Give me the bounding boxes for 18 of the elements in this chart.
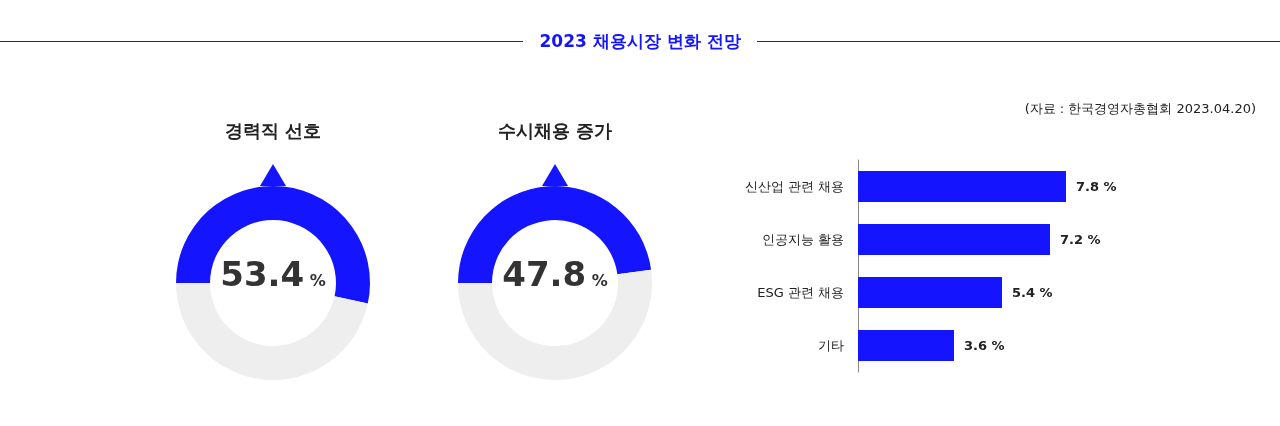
text: (자료 : 한국경영자총협회 2023.04.20) (1024, 100, 1256, 118)
bar (858, 330, 954, 361)
y-tick-label: 신산업 관련 채용 (744, 179, 844, 194)
data-label: 7.2 % (1060, 232, 1101, 247)
bar (858, 171, 1066, 202)
y-tick-label: ESG 관련 채용 (757, 285, 844, 300)
bar (858, 224, 1050, 255)
data-label: 7.8 % (1076, 179, 1117, 194)
y-tick-label: 인공지능 활용 (761, 232, 844, 247)
chart-title: 경력직 선호 (224, 119, 322, 141)
data-label: 47.8 % (502, 254, 608, 294)
data-label: 3.6 % (964, 338, 1005, 353)
data-label: 5.4 % (1012, 285, 1053, 300)
bar (858, 277, 1002, 308)
data-label: 53.4 % (220, 254, 326, 294)
chart-title: 수시채용 증가 (497, 119, 613, 141)
y-tick-label: 기타 (818, 338, 844, 353)
text: 2023 채용시장 변화 전망 (538, 29, 742, 53)
